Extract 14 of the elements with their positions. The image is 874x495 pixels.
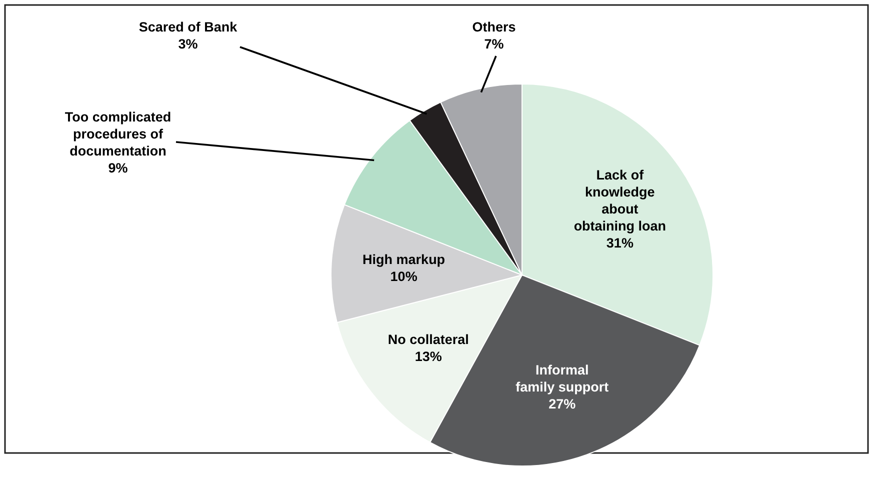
- data-label: 3%: [178, 36, 198, 52]
- slice-label: Too complicated procedures of documentation: [64, 110, 172, 158]
- data-label: 9%: [108, 160, 128, 176]
- data-label: 13%: [414, 349, 442, 364]
- slice-label: Informal family support: [516, 362, 610, 394]
- slice-label: Scared of Bank: [138, 20, 238, 34]
- data-label: 27%: [548, 396, 576, 412]
- slice-label: High markup: [362, 252, 446, 268]
- data-label: 7%: [484, 36, 504, 52]
- slice-label: Others: [472, 20, 516, 34]
- slice-label: Lack of knowledge about obtaining loan: [574, 167, 666, 234]
- data-label: 31%: [606, 235, 634, 250]
- slice-label: No collateral: [388, 332, 469, 348]
- data-label: 10%: [390, 269, 418, 284]
